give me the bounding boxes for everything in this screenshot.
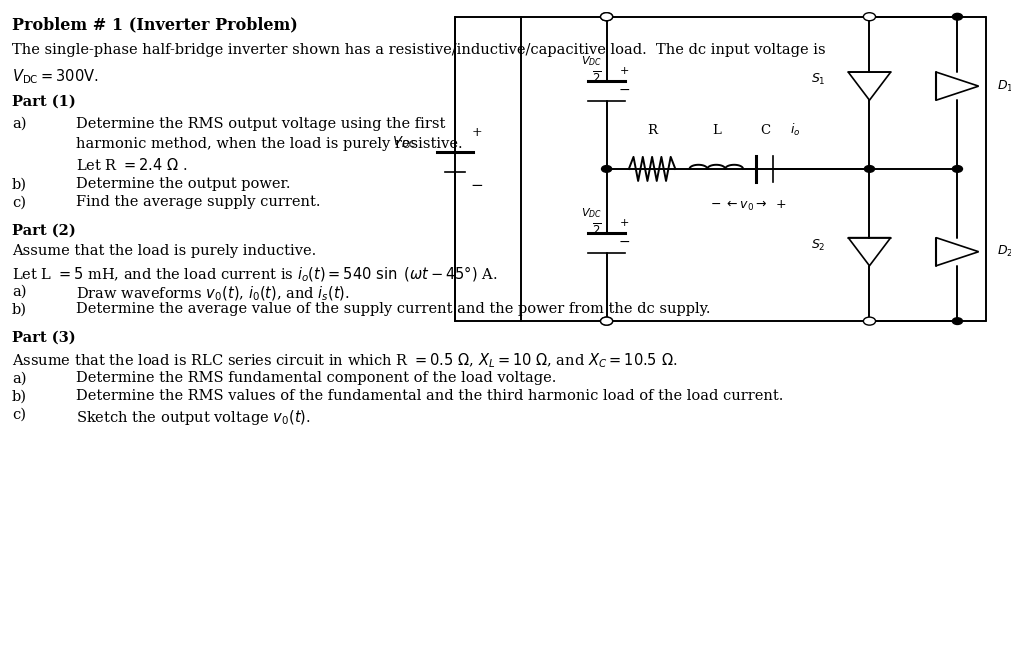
Text: Determine the RMS output voltage using the first: Determine the RMS output voltage using t… (76, 117, 445, 131)
Text: R: R (647, 124, 657, 136)
Text: Determine the output power.: Determine the output power. (76, 177, 290, 191)
Text: Problem # 1 (Inverter Problem): Problem # 1 (Inverter Problem) (12, 17, 298, 33)
Text: +: + (620, 218, 630, 228)
Text: $\overline{2}$: $\overline{2}$ (592, 70, 602, 86)
Circle shape (601, 317, 613, 325)
Text: c): c) (12, 195, 26, 209)
Text: $V_{\rm DC} = 300\rm V.$: $V_{\rm DC} = 300\rm V.$ (12, 67, 99, 86)
Circle shape (601, 13, 613, 21)
Text: $-\ \leftarrow v_0 \rightarrow\ +$: $-\ \leftarrow v_0 \rightarrow\ +$ (710, 199, 787, 213)
Text: $D_1$: $D_1$ (997, 78, 1011, 94)
Text: b): b) (12, 302, 27, 316)
Circle shape (601, 317, 613, 325)
Text: b): b) (12, 389, 27, 403)
Circle shape (952, 318, 962, 324)
Text: C: C (759, 124, 770, 136)
Text: a): a) (12, 117, 26, 131)
Text: $i_o$: $i_o$ (791, 122, 801, 138)
Text: Determine the RMS fundamental component of the load voltage.: Determine the RMS fundamental component … (76, 371, 556, 385)
Text: $V_{DC}$: $V_{DC}$ (392, 134, 417, 150)
Circle shape (601, 13, 613, 21)
Text: Let R $= 2.4\ \Omega$ .: Let R $= 2.4\ \Omega$ . (76, 157, 187, 173)
Text: Find the average supply current.: Find the average supply current. (76, 195, 320, 209)
Text: −: − (471, 179, 483, 193)
Text: a): a) (12, 284, 26, 298)
Text: harmonic method, when the load is purely resistive.: harmonic method, when the load is purely… (76, 137, 462, 151)
Text: a): a) (12, 371, 26, 385)
Circle shape (602, 165, 612, 172)
Text: $V_{DC}$: $V_{DC}$ (580, 54, 602, 68)
Text: b): b) (12, 177, 27, 191)
Text: Assume that the load is purely inductive.: Assume that the load is purely inductive… (12, 244, 316, 258)
Circle shape (863, 317, 876, 325)
Text: −: − (619, 235, 631, 249)
Text: $V_{DC}$: $V_{DC}$ (580, 206, 602, 220)
Circle shape (863, 13, 876, 21)
Text: Determine the RMS values of the fundamental and the third harmonic load of the l: Determine the RMS values of the fundamen… (76, 389, 784, 403)
Text: c): c) (12, 408, 26, 422)
Text: Assume that the load is RLC series circuit in which R $= 0.5\ \Omega$, $X_L = 10: Assume that the load is RLC series circu… (12, 351, 677, 370)
Text: +: + (472, 126, 482, 138)
Text: Let L $= 5$ mH, and the load current is $i_o(t) = 540\ \sin\ (\omega t - 45°)$ A: Let L $= 5$ mH, and the load current is … (12, 264, 497, 284)
Text: $S_2$: $S_2$ (812, 237, 826, 253)
Text: $S_1$: $S_1$ (811, 72, 826, 87)
Text: $D_2$: $D_2$ (997, 244, 1011, 260)
Text: Determine the average value of the supply current and the power from the dc supp: Determine the average value of the suppl… (76, 302, 711, 316)
Text: Part (3): Part (3) (12, 331, 76, 345)
Text: +: + (620, 66, 630, 76)
Text: Sketch the output voltage $v_0(t)$.: Sketch the output voltage $v_0(t)$. (76, 408, 310, 427)
Text: Part (2): Part (2) (12, 224, 76, 238)
Text: L: L (712, 124, 721, 136)
Circle shape (864, 165, 875, 172)
Text: −: − (619, 82, 631, 96)
Text: Part (1): Part (1) (12, 95, 76, 109)
Text: The single-phase half-bridge inverter shown has a resistive/inductive/capacitive: The single-phase half-bridge inverter sh… (12, 43, 826, 58)
Text: Draw waveforms $v_0(t)$, $i_0(t)$, and $i_s(t)$.: Draw waveforms $v_0(t)$, $i_0(t)$, and $… (76, 284, 350, 303)
Circle shape (952, 13, 962, 20)
Circle shape (952, 165, 962, 172)
Text: $\overline{2}$: $\overline{2}$ (592, 223, 602, 238)
